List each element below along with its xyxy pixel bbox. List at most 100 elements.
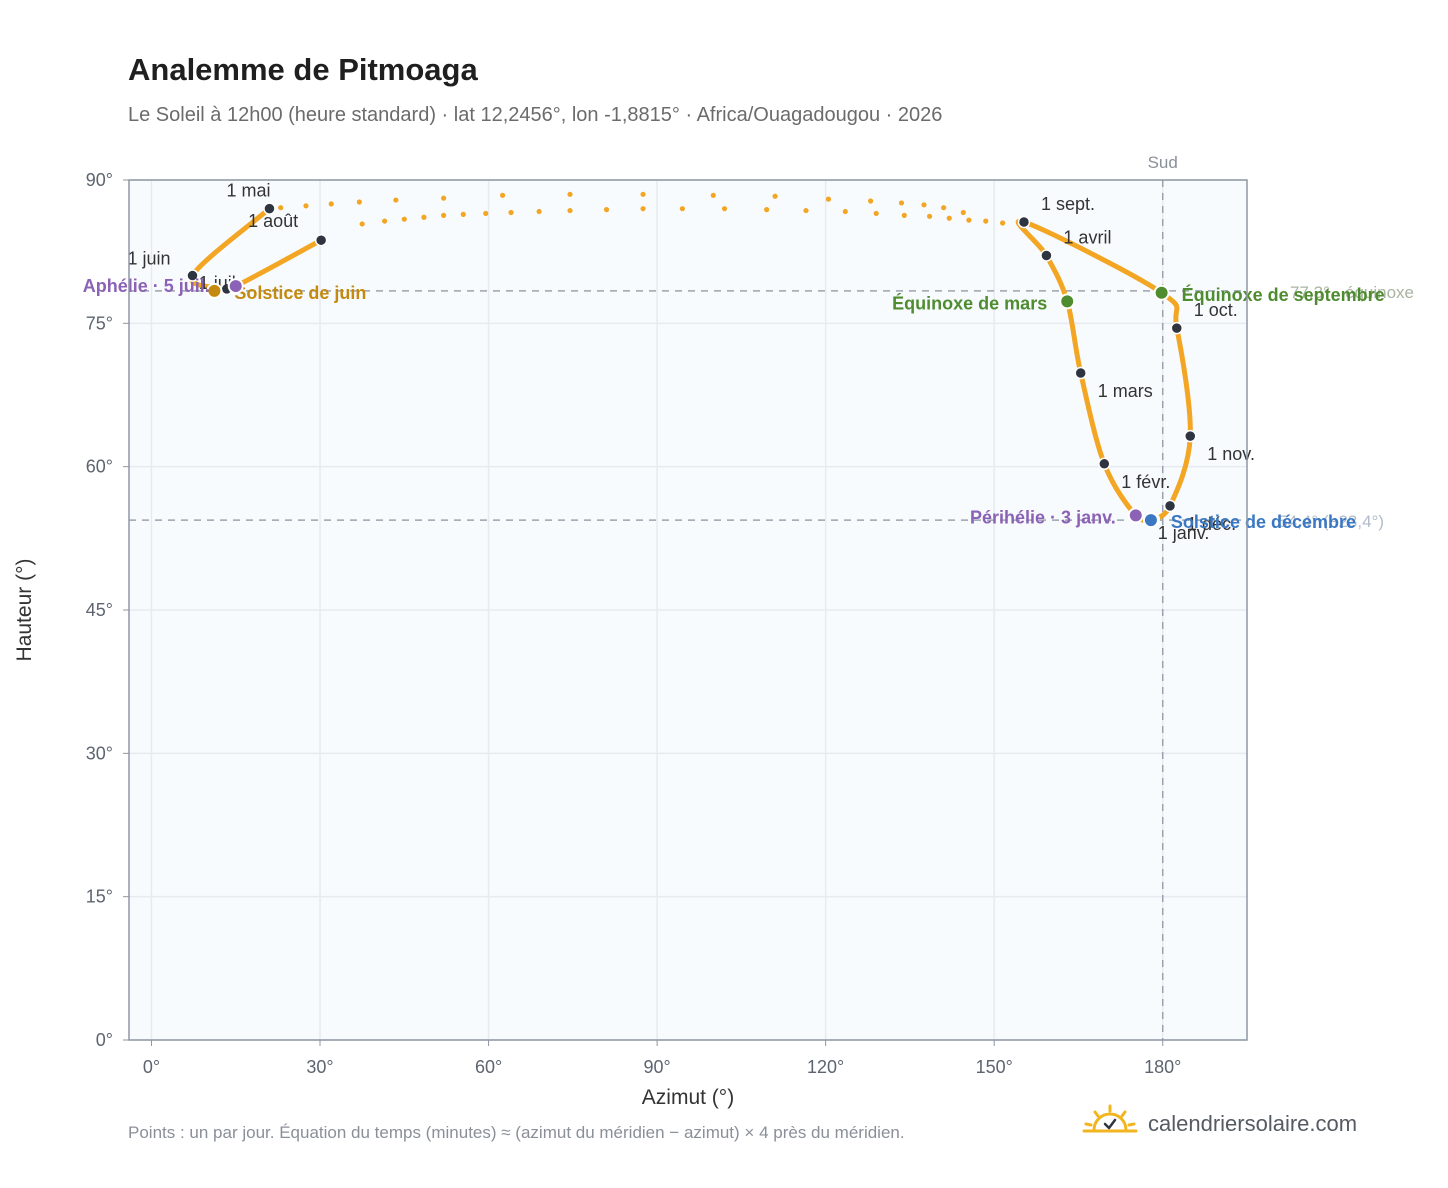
daily-point [508, 209, 514, 216]
daily-point [328, 201, 334, 207]
x-tick-label: 60° [475, 1057, 502, 1077]
month-label: 1 oct. [1194, 300, 1238, 320]
daily-point [567, 207, 573, 214]
month-marker [1017, 215, 1031, 229]
month-marker [1074, 366, 1087, 380]
daily-point [500, 192, 506, 198]
event-label: Solstice de décembre [1171, 512, 1356, 532]
daily-point [873, 210, 879, 217]
x-tick-label: 30° [306, 1057, 333, 1077]
brand-name: calendriersolaire.com [1148, 1110, 1358, 1136]
month-marker [1163, 499, 1177, 513]
event-marker [1127, 507, 1144, 524]
month-label: 1 août [248, 211, 298, 231]
daily-point [867, 198, 874, 204]
x-axis-title: Azimut (°) [642, 1086, 734, 1109]
daily-point [803, 207, 809, 214]
analemma-loop [1015, 218, 1193, 524]
brand[interactable]: calendriersolaire.com [1082, 1104, 1357, 1143]
y-tick-label: 30° [86, 743, 113, 763]
axis-ticks: 0° 30° 60° 90° 120° 150° 180° 0° 15° 30° 45° 60° 75°… [86, 170, 1182, 1077]
event-label: Périhélie · 3 janv. [970, 507, 1116, 527]
daily-point [966, 217, 972, 223]
daily-point [382, 218, 388, 224]
month-label: 1 avril [1063, 227, 1111, 247]
footnote: Points : un par jour. Équation du temps … [128, 1123, 905, 1142]
month-label: 1 sept. [1041, 194, 1095, 214]
daily-point [401, 216, 407, 222]
max-altitude-label: 77,3° · équinoxe [1290, 283, 1414, 302]
month-label: 1 mars [1098, 381, 1153, 401]
y-tick-label: 0° [96, 1030, 113, 1050]
event-markers: Équinoxe de mars Équinoxe de septembre Sol… [83, 276, 1385, 532]
daily-point [946, 215, 952, 221]
event-marker [206, 282, 223, 299]
y-tick-label: 15° [86, 887, 113, 907]
daily-point [393, 197, 399, 203]
daily-point [983, 218, 989, 224]
daily-point [356, 199, 362, 205]
daily-point [421, 214, 427, 220]
y-tick-label: 60° [86, 457, 113, 477]
event-marker [227, 278, 244, 295]
daily-point [441, 212, 447, 218]
month-label: 1 janv. [1158, 523, 1210, 543]
daily-point [960, 209, 966, 216]
event-marker [1059, 293, 1076, 310]
daily-point [679, 206, 685, 212]
daily-point [941, 205, 947, 211]
y-axis-title: Hauteur (°) [13, 559, 36, 662]
event-label: Équinoxe de septembre [1182, 284, 1385, 305]
month-marker [1184, 429, 1197, 443]
daily-point [825, 196, 832, 202]
month-label: 1 juin [127, 249, 170, 269]
event-label: Équinoxe de mars [892, 292, 1047, 313]
daily-point [603, 207, 610, 213]
chart-subtitle: Le Soleil à 12h00 (heure standard) · lat… [128, 104, 943, 126]
x-tick-label: 120° [807, 1057, 844, 1077]
x-tick-label: 150° [976, 1057, 1013, 1077]
event-label: Aphélie · 5 juil. [83, 276, 210, 296]
daily-point [278, 205, 284, 211]
month-label: 1 nov. [1207, 444, 1255, 464]
month-label: 1 mai [226, 181, 270, 201]
daily-point [1000, 220, 1006, 226]
x-tick-label: 180° [1144, 1057, 1181, 1077]
daily-point [842, 208, 848, 215]
daily-point [901, 212, 907, 218]
month-marker [1098, 457, 1111, 471]
daily-point [764, 207, 770, 213]
daily-point [567, 191, 573, 197]
x-tick-label: 0° [143, 1057, 160, 1077]
month-marker [314, 233, 328, 247]
daily-point [640, 206, 646, 212]
month-marker [186, 269, 199, 282]
month-marker [1170, 321, 1184, 335]
y-tick-label: 90° [86, 170, 113, 190]
daily-point [926, 213, 933, 219]
x-tick-label: 90° [643, 1057, 670, 1077]
reference-lines: Sud 77,3° · équinoxe 54,4° (−23,4°) [129, 153, 1414, 1040]
chart-title: Analemme de Pitmoaga [128, 52, 478, 87]
daily-point [460, 211, 466, 217]
y-tick-label: 45° [86, 600, 113, 620]
min-altitude-label: 54,4° (−23,4°) [1278, 512, 1384, 531]
daily-point [441, 195, 447, 201]
event-marker [1153, 284, 1170, 301]
south-label: Sud [1148, 153, 1178, 172]
month-marker [1040, 249, 1053, 262]
daily-point [359, 221, 365, 227]
event-marker [1142, 512, 1159, 529]
daily-point [303, 203, 309, 209]
sun-logo-icon [1082, 1104, 1138, 1143]
month-label: 1 déc. [1187, 514, 1236, 534]
daily-point [710, 192, 716, 198]
daily-point [898, 200, 905, 206]
daily-point [536, 208, 542, 215]
daily-point [640, 191, 646, 197]
event-label: Solstice de juin [234, 283, 366, 303]
daily-point [483, 210, 489, 217]
daily-point [721, 206, 728, 212]
y-tick-label: 75° [86, 313, 113, 333]
